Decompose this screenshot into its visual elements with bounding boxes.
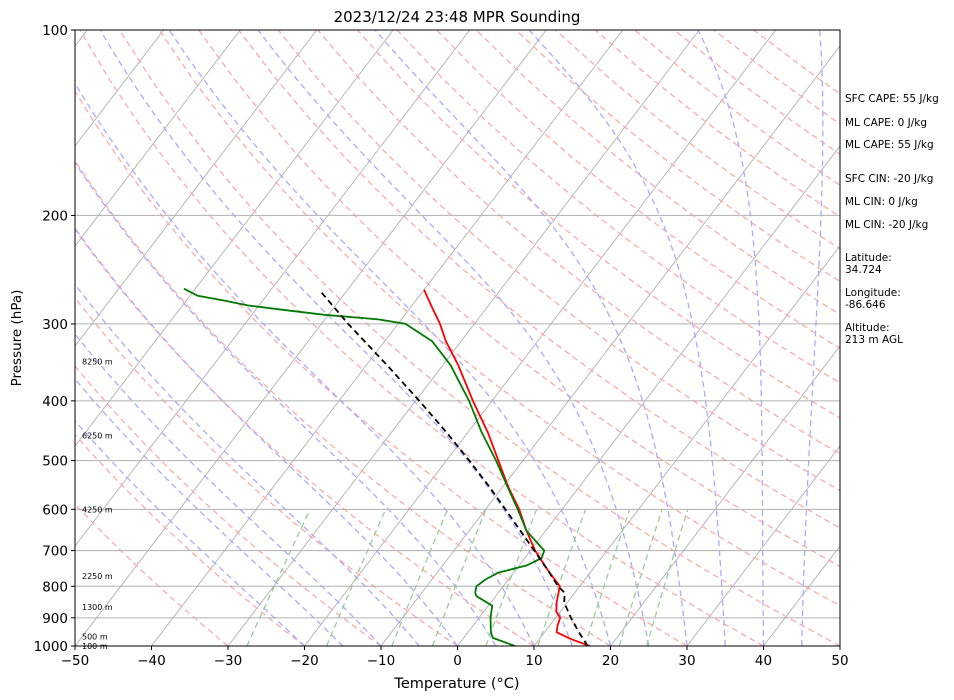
isotherm-line xyxy=(75,30,318,347)
moist-adiabat-line xyxy=(697,30,765,646)
moist-adiabat-line xyxy=(99,30,573,646)
stat-ml-cin: ML CIN: 0 J/kg xyxy=(845,196,918,208)
dry-adiabat-line xyxy=(237,30,840,529)
moist-adiabat-line xyxy=(168,30,612,646)
isotherm-line xyxy=(533,245,840,646)
moist-adiabat-line xyxy=(75,419,305,646)
y-tick-label: 700 xyxy=(42,544,68,560)
height-label: 4250 m xyxy=(82,505,113,514)
isotherm-line xyxy=(151,30,624,646)
x-tick-label: −30 xyxy=(214,653,243,669)
stat-sfc-cape: SFC CAPE: 55 J/kg xyxy=(845,93,939,105)
moist-adiabat-line xyxy=(528,30,726,646)
isotherm-line xyxy=(75,30,394,447)
stat-latitude: Latitude: 34.724 xyxy=(845,252,892,276)
x-tick-label: −10 xyxy=(367,653,396,669)
sounding-series xyxy=(183,287,591,646)
x-axis-label: Temperature (°C) xyxy=(393,676,519,692)
mixing-ratio-line xyxy=(645,509,689,646)
dry-adiabat-line xyxy=(277,30,840,492)
dry-adiabat-line xyxy=(356,30,840,419)
y-tick-label: 500 xyxy=(42,454,68,470)
height-label: 2250 m xyxy=(82,572,113,581)
dry-adiabat-line xyxy=(515,30,840,283)
x-tick-label: 20 xyxy=(602,653,619,669)
x-tick-label: 50 xyxy=(831,653,848,669)
x-tick-label: 0 xyxy=(453,653,462,669)
isotherm-line xyxy=(75,30,547,646)
y-tick-label: 300 xyxy=(42,317,68,333)
mixing-ratio-line xyxy=(584,509,631,646)
isotherm-line xyxy=(686,445,840,646)
moist-adiabat-line xyxy=(75,283,420,646)
mixing-ratio-line xyxy=(485,509,538,646)
plot-frame xyxy=(74,29,841,647)
stat-altitude: Altitude: 213 m AGL xyxy=(845,322,903,346)
x-tick-label: 30 xyxy=(678,653,695,669)
height-label: 8250 m xyxy=(82,357,113,366)
pressure-gridlines xyxy=(75,214,840,619)
mixing-ratio-line xyxy=(537,509,587,646)
dry-adiabat-line xyxy=(79,30,764,646)
moist-adiabat-line xyxy=(75,161,497,646)
x-tick-label: 40 xyxy=(755,653,772,669)
y-axis-ticks: 100 200 300 400 500 600 700 800 900 1000 xyxy=(34,23,75,655)
dry-adiabat-line xyxy=(158,30,840,607)
dry-adiabat-line xyxy=(317,30,840,455)
mixing-ratio-line xyxy=(431,509,487,646)
height-label: 1300 m xyxy=(82,603,113,612)
parcel-path-line xyxy=(319,290,589,646)
y-tick-label: 1000 xyxy=(34,639,68,655)
moist-adiabat-line xyxy=(75,378,344,646)
moist-adiabat-line xyxy=(75,227,459,646)
stat-ml-cape-2: ML CAPE: 55 J/kg xyxy=(845,139,934,151)
dry-adiabat-line xyxy=(75,365,382,646)
y-tick-label: 200 xyxy=(42,208,68,224)
dry-adiabat-line xyxy=(396,30,840,384)
moist-adiabat-line xyxy=(75,82,535,646)
dry-adiabat-line xyxy=(198,30,840,568)
y-tick-label: 600 xyxy=(42,502,68,518)
temperature-line xyxy=(423,289,591,646)
y-tick-label: 800 xyxy=(42,579,68,595)
moist-adiabat-line xyxy=(257,30,650,646)
x-axis-ticks: −50 −40 −30 −20 −10 0 10 20 30 40 50 xyxy=(61,646,849,669)
background-lines xyxy=(75,30,840,646)
x-tick-label: −20 xyxy=(290,653,319,669)
chart-title: 2023/12/24 23:48 MPR Sounding xyxy=(334,8,581,26)
isotherm-line xyxy=(75,30,241,247)
dry-adiabat-line xyxy=(75,90,688,646)
stat-longitude: Longitude: -86.646 xyxy=(845,287,901,311)
y-tick-label: 100 xyxy=(42,23,68,39)
isotherm-line xyxy=(304,30,777,646)
x-tick-label: −50 xyxy=(61,653,90,669)
isotherm-line xyxy=(75,30,165,147)
height-label: 500 m xyxy=(82,632,108,641)
mixing-ratio-line xyxy=(391,509,449,646)
dry-adiabat-line xyxy=(75,433,305,646)
y-axis-label: Pressure (hPa) xyxy=(9,290,25,387)
x-tick-label: −40 xyxy=(137,653,166,669)
moist-adiabat-line xyxy=(801,30,824,646)
stat-ml-cape: ML CAPE: 0 J/kg xyxy=(845,117,928,129)
moist-adiabat-line xyxy=(75,333,382,646)
moist-adiabat-line xyxy=(374,30,688,646)
y-tick-label: 400 xyxy=(42,394,68,410)
dry-adiabat-line xyxy=(119,30,840,646)
isotherm-line xyxy=(75,30,471,547)
dry-adiabat-line xyxy=(75,228,535,646)
dry-adiabat-line xyxy=(75,159,611,646)
isotherm-line xyxy=(610,345,840,646)
isotherm-line xyxy=(457,145,840,646)
dewpoint-line xyxy=(183,287,546,646)
x-tick-label: 10 xyxy=(525,653,542,669)
isotherm-line xyxy=(227,30,700,646)
stat-ml-cin-2: ML CIN: -20 J/kg xyxy=(845,219,929,231)
height-label: 6250 m xyxy=(82,431,113,440)
isotherm-line xyxy=(380,45,840,646)
dry-adiabat-line xyxy=(75,296,458,646)
y-tick-label: 900 xyxy=(42,611,68,627)
stat-sfc-cin: SFC CIN: -20 J/kg xyxy=(845,173,934,185)
